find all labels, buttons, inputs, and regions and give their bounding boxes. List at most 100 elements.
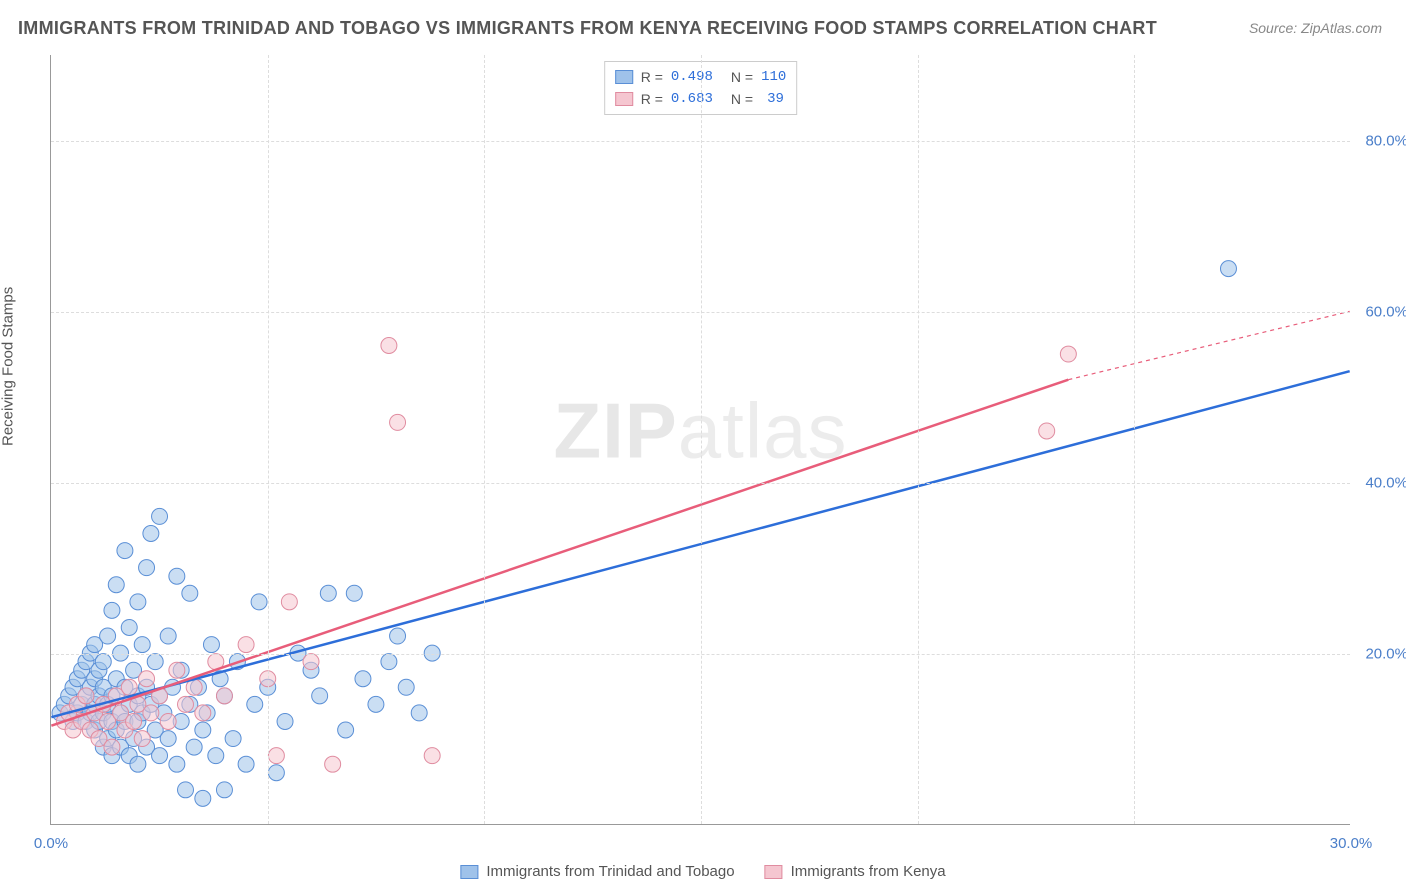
legend-item-series2: Immigrants from Kenya xyxy=(765,863,946,880)
ytick-label: 60.0% xyxy=(1358,303,1406,320)
data-point xyxy=(203,637,219,653)
swatch-series1-bottom xyxy=(460,865,478,879)
data-point xyxy=(160,628,176,644)
legend-series: Immigrants from Trinidad and Tobago Immi… xyxy=(460,863,945,880)
legend-label-series1: Immigrants from Trinidad and Tobago xyxy=(486,863,734,880)
r-label: R = xyxy=(641,88,663,110)
data-point xyxy=(1039,423,1055,439)
chart-title: IMMIGRANTS FROM TRINIDAD AND TOBAGO VS I… xyxy=(18,18,1157,39)
data-point xyxy=(95,654,111,670)
data-point xyxy=(104,739,120,755)
data-point xyxy=(152,748,168,764)
data-point xyxy=(338,722,354,738)
data-point xyxy=(160,731,176,747)
trend-line-extrapolated xyxy=(1068,311,1349,379)
data-point xyxy=(195,705,211,721)
data-point xyxy=(186,739,202,755)
gridline-v xyxy=(484,55,485,824)
gridline-v xyxy=(918,55,919,824)
ytick-label: 40.0% xyxy=(1358,474,1406,491)
data-point xyxy=(411,705,427,721)
data-point xyxy=(303,654,319,670)
r-label: R = xyxy=(641,66,663,88)
data-point xyxy=(216,782,232,798)
data-point xyxy=(346,585,362,601)
data-point xyxy=(78,688,94,704)
xtick-label: 0.0% xyxy=(34,835,68,852)
chart-container: IMMIGRANTS FROM TRINIDAD AND TOBAGO VS I… xyxy=(0,0,1406,892)
data-point xyxy=(182,585,198,601)
data-point xyxy=(134,637,150,653)
data-point xyxy=(100,628,116,644)
data-point xyxy=(139,671,155,687)
data-point xyxy=(320,585,336,601)
data-point xyxy=(130,594,146,610)
data-point xyxy=(117,543,133,559)
data-point xyxy=(143,705,159,721)
r-value-series2: 0.683 xyxy=(671,88,713,110)
data-point xyxy=(312,688,328,704)
r-value-series1: 0.498 xyxy=(671,66,713,88)
data-point xyxy=(325,756,341,772)
swatch-series2 xyxy=(615,92,633,106)
data-point xyxy=(178,696,194,712)
swatch-series2-bottom xyxy=(765,865,783,879)
plot-area: ZIPatlas R = 0.498 N = 110 R = 0.683 N =… xyxy=(50,55,1350,825)
data-point xyxy=(208,748,224,764)
data-point xyxy=(424,748,440,764)
data-point xyxy=(268,765,284,781)
data-point xyxy=(355,671,371,687)
data-point xyxy=(178,782,194,798)
data-point xyxy=(134,731,150,747)
data-point xyxy=(121,679,137,695)
data-point xyxy=(390,414,406,430)
data-point xyxy=(398,679,414,695)
data-point xyxy=(277,713,293,729)
data-point xyxy=(381,654,397,670)
legend-item-series1: Immigrants from Trinidad and Tobago xyxy=(460,863,734,880)
n-value-series2: 39 xyxy=(767,88,784,110)
data-point xyxy=(152,508,168,524)
data-point xyxy=(169,662,185,678)
data-point xyxy=(126,713,142,729)
n-value-series1: 110 xyxy=(761,66,786,88)
trend-line xyxy=(51,380,1068,726)
data-point xyxy=(104,602,120,618)
data-point xyxy=(147,654,163,670)
y-axis-label: Receiving Food Stamps xyxy=(0,287,17,446)
gridline-v xyxy=(1134,55,1135,824)
data-point xyxy=(130,756,146,772)
source-label: Source: ZipAtlas.com xyxy=(1249,20,1382,36)
data-point xyxy=(1060,346,1076,362)
data-point xyxy=(195,790,211,806)
data-point xyxy=(368,696,384,712)
data-point xyxy=(143,525,159,541)
data-point xyxy=(169,756,185,772)
data-point xyxy=(381,338,397,354)
data-point xyxy=(238,756,254,772)
data-point xyxy=(1220,261,1236,277)
legend-label-series2: Immigrants from Kenya xyxy=(791,863,946,880)
data-point xyxy=(281,594,297,610)
xtick-label: 30.0% xyxy=(1330,835,1373,852)
swatch-series1 xyxy=(615,70,633,84)
data-point xyxy=(108,577,124,593)
data-point xyxy=(247,696,263,712)
n-label: N = xyxy=(731,88,753,110)
gridline-v xyxy=(268,55,269,824)
data-point xyxy=(139,560,155,576)
data-point xyxy=(216,688,232,704)
ytick-label: 80.0% xyxy=(1358,132,1406,149)
data-point xyxy=(390,628,406,644)
data-point xyxy=(268,748,284,764)
ytick-label: 20.0% xyxy=(1358,645,1406,662)
data-point xyxy=(121,619,137,635)
gridline-v xyxy=(701,55,702,824)
data-point xyxy=(160,713,176,729)
data-point xyxy=(169,568,185,584)
data-point xyxy=(251,594,267,610)
data-point xyxy=(195,722,211,738)
n-label: N = xyxy=(731,66,753,88)
data-point xyxy=(225,731,241,747)
data-point xyxy=(238,637,254,653)
